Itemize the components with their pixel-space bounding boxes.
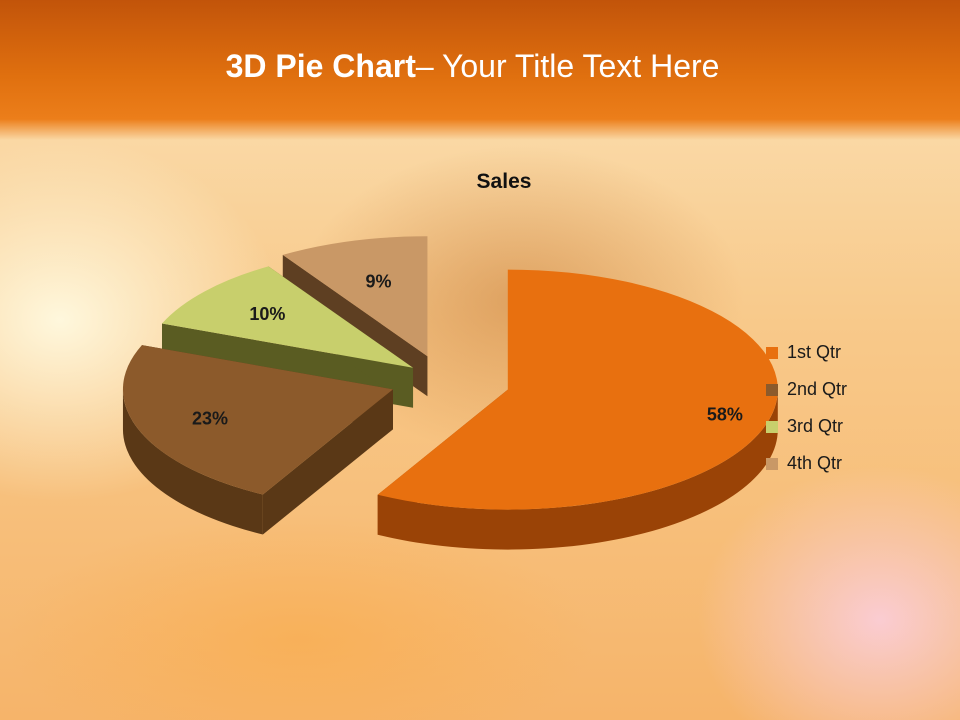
slide-title-bold: 3D Pie Chart	[225, 48, 416, 84]
pie-slice-1	[377, 269, 778, 550]
data-label-1: 58%	[707, 404, 743, 424]
pie-slice-top	[161, 266, 414, 368]
legend-label: 2nd Qtr	[787, 379, 848, 399]
legend-swatch	[766, 457, 778, 470]
title-bar	[0, 0, 960, 140]
legend-label: 4th Qtr	[787, 453, 843, 473]
legend-swatch	[766, 383, 778, 396]
chart-title: Sales	[477, 170, 532, 193]
legend-item-2: 2nd Qtr	[766, 371, 946, 408]
legend-item-1: 1st Qtr	[766, 334, 946, 371]
slide-title: 3D Pie Chart– Your Title Text Here	[0, 48, 945, 85]
pie-slice-side	[122, 389, 263, 535]
slide-title-rest: – Your Title Text Here	[415, 48, 720, 84]
legend-swatch	[766, 420, 778, 433]
legend-label: 3rd Qtr	[787, 416, 844, 436]
pie-slice-top	[377, 269, 778, 510]
legend-item-4: 4th Qtr	[766, 445, 946, 482]
legend-swatch	[766, 346, 778, 359]
chart-legend: 1st Qtr 2nd Qtr 3rd Qtr 4th Qtr	[766, 334, 946, 482]
legend-item-3: 3rd Qtr	[766, 408, 946, 445]
pie-slice-side	[377, 389, 778, 550]
data-label-3: 10%	[249, 304, 285, 324]
legend-label: 1st Qtr	[787, 342, 842, 362]
data-label-4: 9%	[365, 271, 391, 291]
data-label-2: 23%	[192, 409, 228, 429]
pie-slice-top	[282, 236, 428, 357]
pie-slice-top	[122, 345, 393, 495]
pie-slice-wall	[262, 389, 393, 535]
pie-slice-2	[122, 345, 393, 535]
